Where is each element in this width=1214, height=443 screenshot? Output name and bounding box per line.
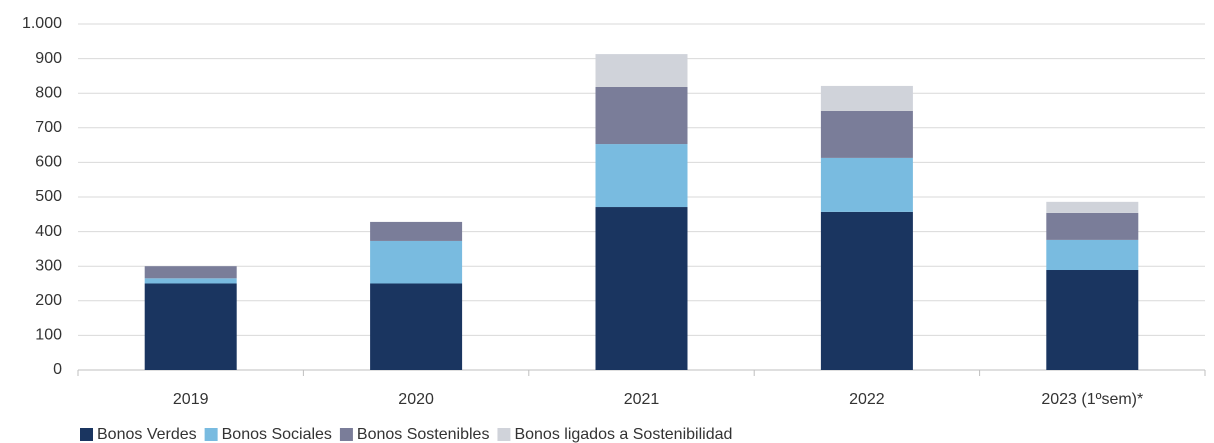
legend-label: Bonos Sostenibles bbox=[357, 426, 490, 443]
bar-segment bbox=[595, 54, 688, 87]
legend-label: Bonos Sociales bbox=[222, 426, 332, 443]
y-tick-label: 800 bbox=[35, 84, 62, 101]
legend-swatch bbox=[204, 428, 218, 441]
legend-label: Bonos ligados a Sostenibilidad bbox=[514, 426, 732, 443]
x-tick-label: 2022 bbox=[849, 391, 885, 408]
y-tick-label: 500 bbox=[35, 188, 62, 205]
bar-segment bbox=[144, 278, 237, 284]
bar-segment bbox=[1046, 212, 1139, 240]
y-tick-label: 900 bbox=[35, 50, 62, 67]
bar-segment bbox=[1046, 239, 1139, 271]
bar-segment bbox=[820, 85, 913, 111]
bar-segment bbox=[595, 86, 688, 145]
bar-segment bbox=[370, 240, 463, 284]
x-tick-label: 2020 bbox=[398, 391, 434, 408]
bar-segment bbox=[820, 110, 913, 158]
y-tick-label: 100 bbox=[35, 327, 62, 344]
bar-segment bbox=[1046, 201, 1139, 213]
y-tick-label: 600 bbox=[35, 154, 62, 171]
x-tick-label: 2023 (1ºsem)* bbox=[1041, 391, 1143, 408]
bar-segment bbox=[595, 144, 688, 208]
legend-swatch bbox=[80, 428, 93, 441]
y-tick-label: 200 bbox=[35, 292, 62, 309]
x-tick-label: 2021 bbox=[624, 391, 660, 408]
y-tick-label: 300 bbox=[35, 257, 62, 274]
y-tick-label: 400 bbox=[35, 223, 62, 240]
y-tick-label: 1.000 bbox=[22, 15, 62, 32]
bar-segment bbox=[820, 211, 913, 370]
bar-segment bbox=[595, 207, 688, 370]
legend-label: Bonos Verdes bbox=[97, 426, 197, 443]
bar-segment bbox=[370, 221, 463, 241]
legend-swatch bbox=[497, 428, 511, 441]
bar-segment bbox=[144, 283, 237, 370]
bar-segment bbox=[370, 283, 463, 370]
bar-segment bbox=[820, 157, 913, 212]
bar-segment bbox=[144, 266, 237, 279]
bar-segment bbox=[1046, 270, 1139, 370]
x-tick-label: 2019 bbox=[173, 391, 209, 408]
y-tick-label: 0 bbox=[53, 361, 62, 378]
legend-swatch bbox=[339, 428, 353, 441]
y-tick-label: 700 bbox=[35, 119, 62, 136]
